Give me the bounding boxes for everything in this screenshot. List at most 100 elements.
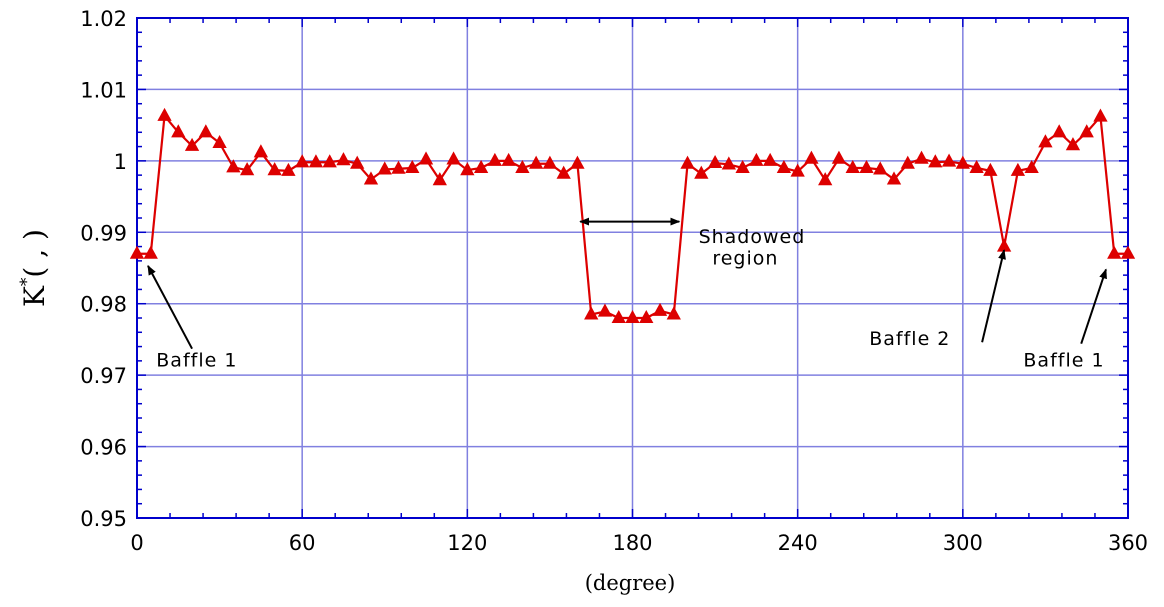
data-point [1052,124,1067,138]
data-point [212,134,227,149]
data-point [941,153,957,167]
data-point [1079,124,1094,138]
data-point [859,159,874,174]
data-point [570,155,585,169]
data-point [432,172,447,186]
data-point [308,154,324,168]
data-point [515,159,530,174]
y-tick-label: 0.99 [80,221,127,245]
y-tick-label: 1.01 [80,78,127,102]
data-point [322,154,337,168]
x-axis-title: (degree) [585,571,676,595]
data-point [996,238,1012,252]
data-point [184,137,200,151]
x-tick-label: 0 [130,531,143,555]
data-point [749,152,764,166]
data-point [418,151,434,165]
data-point [460,162,475,176]
data-point [790,163,805,177]
y-tick-label: 0.96 [80,436,127,460]
data-point [928,154,943,168]
data-point [776,159,792,174]
data-point [1038,134,1053,148]
data-point [143,245,158,259]
data-point [845,159,860,174]
data-point [886,171,902,185]
data-point [391,160,406,174]
data-point [652,302,668,316]
data-point [831,150,847,164]
data-point [473,159,489,174]
data-point [762,152,778,166]
y-axis-title: K*( , ) [17,229,51,307]
data-point [363,171,379,185]
data-point [1010,162,1026,176]
y-tick-label: 1 [114,150,127,174]
x-tick-label: 180 [612,531,652,555]
data-point [639,309,654,324]
annotation-arrow [1080,268,1107,345]
y-tick-label: 0.95 [80,507,127,531]
data-point [336,152,351,166]
data-point [198,124,213,138]
data-point [983,162,998,176]
x-tick-label: 60 [289,531,316,555]
data-point [405,159,420,174]
data-point [680,155,695,169]
data-point [584,306,599,320]
data-point [873,161,888,175]
x-tick-label: 240 [778,531,818,555]
data-point [611,309,626,324]
data-point [735,159,750,174]
annotation-label: Shadowed [699,226,806,248]
data-point [955,155,970,169]
data-point [377,161,392,175]
data-point [129,245,145,259]
axis-ticks [136,17,1129,519]
data-point [529,155,544,169]
data-point [350,155,365,169]
data-point [487,152,503,166]
data-point [281,162,296,176]
annotation-label: region [712,247,778,269]
data-point [295,154,310,168]
data-point [239,162,255,176]
data-point [1024,159,1039,174]
grid [137,18,1128,518]
y-axis-title-sup: * [17,277,37,286]
data-point [707,154,723,169]
data-point [721,156,736,170]
data-point [556,165,571,179]
data-point [597,303,613,317]
data-point [900,155,915,169]
data-point [501,152,516,166]
annotation-arrow [981,249,1006,343]
series [129,107,1136,324]
y-axis-title-main: K [18,285,51,307]
y-tick-labels: 0.95 0.96 0.97 0.98 0.99 1 1.01 1.02 [80,7,127,531]
annotation-label: Baffle 1 [1023,350,1104,372]
data-point [157,107,172,121]
y-tick-label: 0.98 [80,293,127,317]
data-point [804,150,819,164]
data-point [446,151,461,165]
annotation-label: Baffle 1 [156,350,237,372]
data-point [666,306,681,320]
data-point [171,124,186,138]
x-tick-label: 360 [1108,531,1148,555]
data-point [1120,245,1136,259]
annotation-label: Baffle 2 [869,328,950,350]
x-tick-label: 120 [447,531,487,555]
data-point [1093,108,1108,122]
data-point [267,162,282,176]
data-point [818,172,833,186]
annotation-arrows [147,217,1107,350]
y-tick-label: 0.97 [80,364,127,388]
data-point [1107,245,1122,259]
x-tick-labels: 0 60 120 180 240 300 360 [130,531,1148,555]
data-point [694,165,709,179]
x-tick-label: 300 [943,531,983,555]
y-tick-label: 1.02 [80,7,127,31]
